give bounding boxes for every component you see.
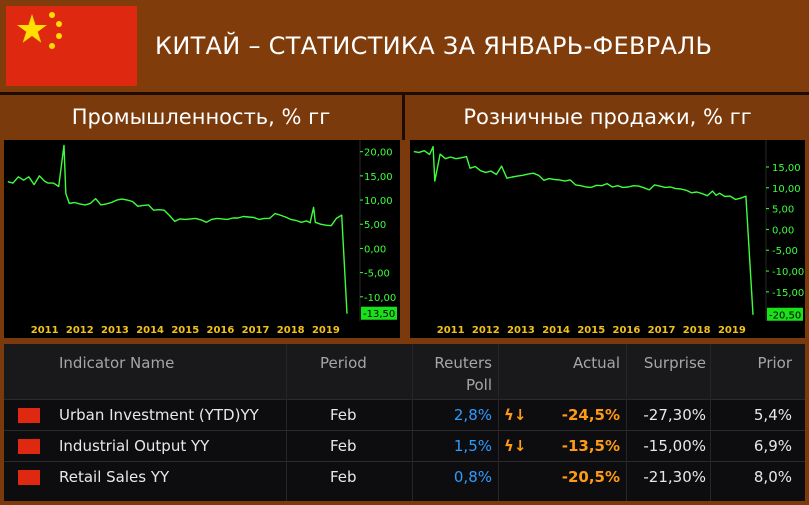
divider: [0, 92, 809, 95]
header-actual[interactable]: Actual: [573, 354, 620, 372]
prior-value: 5,4%: [753, 406, 792, 424]
y-tick-label: 5,00: [364, 220, 386, 231]
indicator-name: Industrial Output YY: [59, 437, 210, 455]
industry-chart: 20,00 15,00 10,00 5,00 0,00 -5,00 -10,00 2011 20…: [7, 140, 397, 336]
x-tick-label: 2019: [312, 325, 340, 336]
chart-title-industry: Промышленность, % гг: [71, 105, 331, 129]
x-tick-label: 2019: [718, 325, 746, 336]
china-flag-icon: [18, 439, 40, 454]
table-header: Indicator Name Period Reuters Poll Actua…: [4, 344, 805, 399]
x-tick-label: 2011: [31, 325, 59, 336]
column-separator: [710, 344, 711, 501]
y-tick-label: 0,00: [364, 244, 386, 255]
x-tick-label: 2016: [207, 325, 235, 336]
table-row[interactable]: Industrial Output YY Feb 1,5% ϟ↓ -13,5% …: [4, 430, 805, 461]
china-flag-icon: [18, 408, 40, 423]
last-value-marker: [361, 306, 397, 320]
chart-title-retail: Розничные продажи, % гг: [463, 105, 752, 129]
y-tick-label: -5,00: [772, 246, 798, 257]
retail-chart: 15,00 10,00 5,00 0,00 -5,00 -10,00 -15,00 2011 2…: [413, 140, 804, 336]
x-tick-label: 2012: [472, 325, 500, 336]
actual-value: -24,5%: [561, 406, 620, 424]
poll-value: 1,5%: [453, 437, 492, 455]
poll-value: 0,8%: [453, 468, 492, 486]
x-tick-label: 2017: [242, 325, 270, 336]
x-tick-label: 2015: [171, 325, 199, 336]
table-row[interactable]: Retail Sales YY Feb 0,8% -20,5% -21,30% …: [4, 461, 805, 501]
prior-value: 8,0%: [753, 468, 792, 486]
period-value: Feb: [330, 468, 357, 486]
last-value-label: -13,50: [363, 309, 395, 320]
x-tick-label: 2013: [507, 325, 535, 336]
china-flag-icon: [6, 6, 137, 86]
period-value: Feb: [330, 406, 357, 424]
indicator-name: Urban Investment (YTD)YY: [59, 406, 259, 424]
y-tick-label: 5,00: [772, 205, 794, 216]
header-surprise[interactable]: Surprise: [643, 354, 706, 372]
header-poll-line2: Poll: [465, 376, 492, 394]
table-row[interactable]: Urban Investment (YTD)YY Feb 2,8% ϟ↓ -24…: [4, 399, 805, 430]
y-tick-label: 15,00: [772, 163, 801, 174]
column-separator: [412, 344, 413, 501]
y-tick-label: 10,00: [364, 196, 393, 207]
data-series-line: [413, 145, 754, 315]
x-tick-label: 2018: [277, 325, 305, 336]
header-indicator[interactable]: Indicator Name: [59, 354, 175, 372]
period-value: Feb: [330, 437, 357, 455]
column-separator: [498, 344, 499, 501]
y-tick-label: -10,00: [364, 293, 396, 304]
surprise-value: -15,00%: [643, 437, 706, 455]
y-tick-label: 10,00: [772, 184, 801, 195]
x-tick-label: 2012: [66, 325, 94, 336]
x-tick-label: 2018: [683, 325, 711, 336]
last-value-marker: [767, 307, 803, 321]
indicator-name: Retail Sales YY: [59, 468, 170, 486]
y-tick-label: -10,00: [772, 267, 804, 278]
china-flag-icon: [18, 470, 40, 485]
y-tick-label: -15,00: [772, 288, 804, 299]
prior-value: 6,9%: [753, 437, 792, 455]
actual-value: -13,5%: [561, 437, 620, 455]
x-tick-label: 2015: [577, 325, 605, 336]
surprise-value: -21,30%: [643, 468, 706, 486]
x-tick-label: 2014: [136, 325, 164, 336]
last-value-label: -20,50: [769, 310, 801, 321]
divider: [402, 95, 405, 140]
header-poll-line1: Reuters: [434, 354, 492, 372]
x-tick-label: 2017: [648, 325, 676, 336]
poll-value: 2,8%: [453, 406, 492, 424]
lightning-bolt-icon: ϟ↓: [504, 437, 527, 455]
chart-panel-industry: 20,00 15,00 10,00 5,00 0,00 -5,00 -10,00 2011 20…: [4, 140, 400, 338]
x-tick-label: 2011: [437, 325, 465, 336]
header-poll[interactable]: Reuters Poll: [428, 352, 492, 396]
column-separator: [626, 344, 627, 501]
header-prior[interactable]: Prior: [757, 354, 792, 372]
y-tick-label: 0,00: [772, 225, 794, 236]
actual-value: -20,5%: [561, 468, 620, 486]
y-tick-label: 15,00: [364, 172, 393, 183]
x-tick-label: 2016: [613, 325, 641, 336]
x-tick-label: 2014: [542, 325, 570, 336]
chart-panel-retail: 15,00 10,00 5,00 0,00 -5,00 -10,00 -15,00 2011 2…: [410, 140, 805, 338]
data-series-line: [7, 144, 348, 314]
header-bar: КИТАЙ – СТАТИСТИКА ЗА ЯНВАРЬ-ФЕВРАЛЬ: [0, 0, 809, 92]
header-period[interactable]: Period: [320, 354, 367, 372]
page-title: КИТАЙ – СТАТИСТИКА ЗА ЯНВАРЬ-ФЕВРАЛЬ: [155, 32, 713, 60]
lightning-bolt-icon: ϟ↓: [504, 406, 527, 424]
surprise-value: -27,30%: [643, 406, 706, 424]
y-tick-label: 20,00: [364, 148, 393, 159]
indicator-table: Indicator Name Period Reuters Poll Actua…: [4, 344, 805, 501]
x-tick-label: 2013: [101, 325, 129, 336]
y-tick-label: -5,00: [364, 269, 390, 280]
column-separator: [286, 344, 287, 501]
